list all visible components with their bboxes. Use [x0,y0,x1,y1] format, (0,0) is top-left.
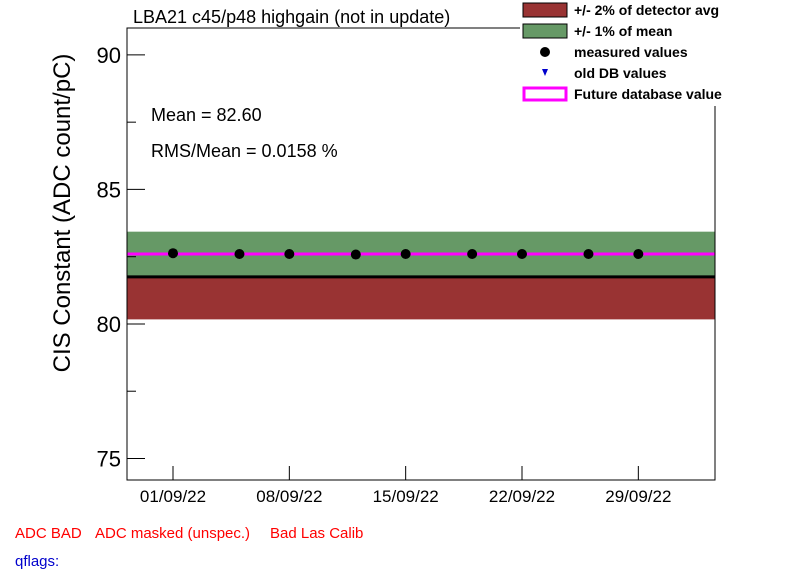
plot-frame [126,27,716,481]
measured-point [350,249,361,260]
qflags-label: qflags: [15,553,60,570]
legend-label: old DB values [574,65,667,81]
mean-stat: Mean = 82.60 [151,105,262,125]
legend-swatch-box [522,23,568,39]
chart-title: LBA21 c45/p48 highgain (not in update) [133,7,450,27]
measured-point [400,249,411,259]
legend-label: Future database value [574,86,722,102]
legend-swatch-triangle [542,69,548,76]
measured-point [234,249,245,259]
legend: +/- 2% of detector avg +/- 1% of mean meas… [520,0,796,106]
legend-label: measured values [574,44,688,60]
legend-label: +/- 1% of mean [574,23,672,39]
measured-point [633,249,644,259]
measured-point [467,249,478,259]
legend-swatch-line [522,86,568,102]
y-tick-label: 75 [97,446,121,471]
measured-point [168,248,178,259]
x-tick-label: 22/09/22 [489,487,555,506]
y-tick-label: 85 [97,177,121,202]
y-axis-label: CIS Constant (ADC count/pC) [49,54,76,373]
legend-label: +/- 2% of detector avg [574,2,719,18]
y-tick-label: 90 [97,43,121,68]
rms-stat: RMS/Mean = 0.0158 % [151,141,338,161]
flag-bad-las-calib: Bad Las Calib [270,525,364,542]
legend-swatch-box [522,2,568,18]
measured-point [517,249,527,259]
measured-point [284,249,295,259]
y-tick-label: 80 [97,312,121,337]
measured-point [583,249,594,259]
x-tick-label: 08/09/22 [256,487,322,506]
plot-area: 75 80 85 90 01/09/22 08/09/22 15/09/22 22/09/22… [97,27,716,506]
x-tick-label: 15/09/22 [373,487,439,506]
x-tick-label: 01/09/22 [140,487,206,506]
legend-swatch-dot [540,47,550,57]
x-tick-label: 29/09/22 [605,487,671,506]
flag-adc-bad: ADC BAD [15,525,82,542]
flag-adc-masked: ADC masked (unspec.) [95,525,251,542]
